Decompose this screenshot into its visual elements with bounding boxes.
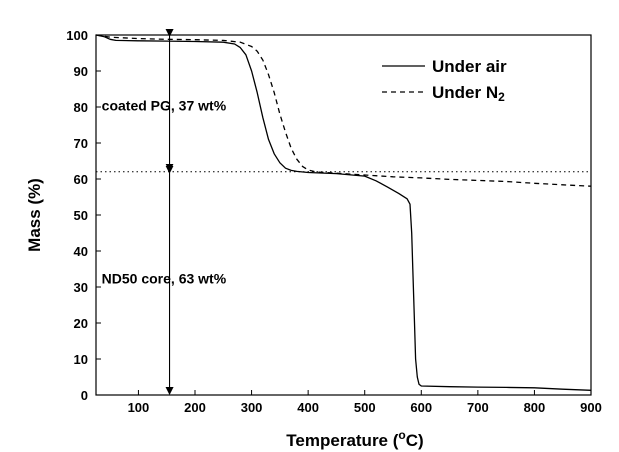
x-tick-label: 500 [354,400,376,415]
x-axis-title-tail: C) [406,431,424,450]
legend-label-n2-main: Under N [432,83,498,102]
x-axis-title: Temperature (oC) [286,428,423,450]
series-line-under-n2 [95,34,592,187]
series-line-under-air [95,34,592,391]
x-tick-label: 600 [410,400,432,415]
x-tick-label: 200 [184,400,206,415]
x-tick-label: 300 [241,400,263,415]
y-tick-label: 80 [74,100,88,115]
annotation-nd50-core: ND50 core, 63 wt% [102,270,227,286]
x-axis-title-sup: o [398,428,405,442]
legend-label-n2-sub: 2 [498,90,505,104]
x-tick-label: 700 [467,400,489,415]
y-tick-label: 20 [74,316,88,331]
x-tick-label: 100 [128,400,150,415]
y-tick-label: 70 [74,136,88,151]
y-axis-title: Mass (%) [25,178,44,252]
y-tick-label: 10 [74,352,88,367]
reference-lines [96,34,591,173]
x-axis-title-main: Temperature ( [286,431,398,450]
y-tick-label: 40 [74,244,88,259]
y-tick-label: 90 [74,64,88,79]
y-tick-label: 60 [74,172,88,187]
plot-frame [95,34,592,396]
x-tick-label: 400 [297,400,319,415]
x-tick-label: 800 [524,400,546,415]
annotation-coated-pg: coated PG, 37 wt% [102,98,227,114]
x-axis-ticks: 100 200 300 400 500 600 700 800 900 [128,390,602,415]
y-tick-label: 0 [81,388,88,403]
legend: Under air Under N2 [382,57,507,104]
legend-label-air: Under air [432,57,507,76]
x-tick-label: 900 [580,400,602,415]
y-tick-label: 30 [74,280,88,295]
legend-label-n2: Under N2 [432,83,505,104]
y-tick-label: 50 [74,208,88,223]
y-axis-ticks: 0 10 20 30 40 50 60 70 80 90 100 [66,28,101,403]
series-lines [95,34,592,391]
y-tick-label: 100 [66,28,88,43]
